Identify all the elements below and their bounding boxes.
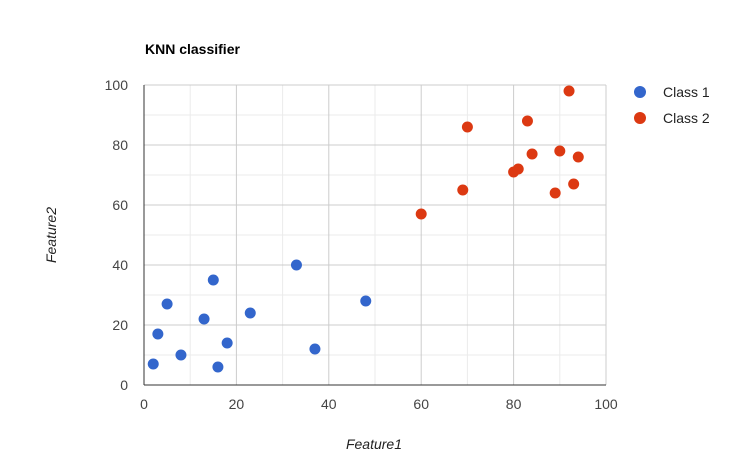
legend-marker-class-1 [634, 86, 646, 98]
scatter-point-class-2 [457, 184, 469, 196]
scatter-point-class-1 [207, 274, 219, 286]
scatter-point-class-1 [244, 307, 256, 319]
scatter-point-class-1 [221, 337, 233, 349]
scatter-point-class-1 [161, 298, 173, 310]
scatter-point-class-1 [360, 295, 372, 307]
x-tick-label: 0 [140, 396, 148, 412]
scatter-point-class-2 [512, 163, 524, 175]
scatter-point-class-1 [290, 259, 302, 271]
y-tick-label: 80 [112, 137, 128, 153]
y-tick-label: 40 [112, 257, 128, 273]
scatter-point-class-1 [152, 328, 164, 340]
axes [143, 85, 606, 386]
x-tick-label: 60 [413, 396, 429, 412]
scatter-point-class-2 [461, 121, 473, 133]
y-tick-label: 60 [112, 197, 128, 213]
x-tick-label: 40 [321, 396, 337, 412]
scatter-point-class-2 [563, 85, 575, 97]
x-axis-title: Feature1 [346, 436, 402, 452]
grid [144, 84, 607, 385]
scatter-point-class-2 [521, 115, 533, 127]
scatter-point-class-2 [549, 187, 561, 199]
x-tick-label: 100 [594, 396, 618, 412]
legend: Class 1 Class 2 [634, 84, 710, 126]
scatter-point-class-1 [309, 343, 321, 355]
scatter-point-class-1 [212, 361, 224, 373]
y-tick-label: 20 [112, 317, 128, 333]
y-tick-label: 100 [105, 77, 129, 93]
scatter-point-class-1 [198, 313, 210, 325]
y-axis-title: Feature2 [43, 207, 59, 263]
scatter-point-class-2 [572, 151, 584, 163]
scatter-point-class-2 [415, 208, 427, 220]
scatter-point-class-2 [554, 145, 566, 157]
scatter-point-class-2 [568, 178, 580, 190]
data-points [147, 85, 584, 373]
legend-label-class-2: Class 2 [663, 110, 710, 126]
scatter-point-class-1 [175, 349, 187, 361]
y-tick-label: 0 [120, 377, 128, 393]
legend-marker-class-2 [634, 112, 646, 124]
scatter-point-class-2 [526, 148, 538, 160]
x-tick-label: 20 [229, 396, 245, 412]
tick-labels: 0 20 40 60 80 100 0 20 40 60 80 100 [105, 77, 618, 412]
scatter-point-class-1 [147, 358, 159, 370]
legend-label-class-1: Class 1 [663, 84, 710, 100]
chart-title: KNN classifier [145, 41, 240, 57]
x-tick-label: 80 [506, 396, 522, 412]
